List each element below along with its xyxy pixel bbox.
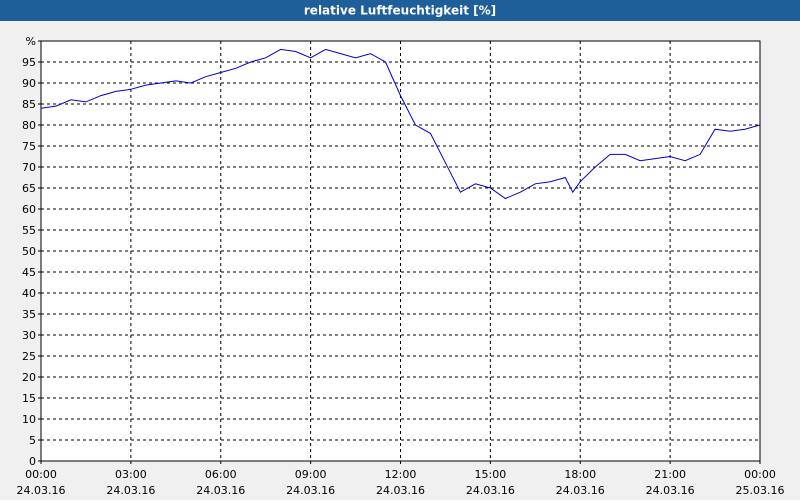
y-tick-label: 60 <box>22 203 36 216</box>
x-tick-date: 24.03.16 <box>376 484 425 497</box>
x-tick-date: 25.03.16 <box>736 484 785 497</box>
y-tick-label: 55 <box>22 224 36 237</box>
y-tick-label: % <box>26 35 36 48</box>
x-tick-label: 21:00 <box>654 468 686 481</box>
y-tick-label: 25 <box>22 350 36 363</box>
chart-title: relative Luftfeuchtigkeit [%] <box>304 4 496 18</box>
y-tick-label: 45 <box>22 266 36 279</box>
x-tick-date: 24.03.16 <box>556 484 605 497</box>
x-tick-date: 24.03.16 <box>196 484 245 497</box>
x-tick-date: 24.03.16 <box>466 484 515 497</box>
x-tick-label: 09:00 <box>295 468 327 481</box>
y-tick-label: 15 <box>22 392 36 405</box>
x-tick-date: 24.03.16 <box>106 484 155 497</box>
x-tick-date: 24.03.16 <box>17 484 66 497</box>
y-tick-label: 70 <box>22 161 36 174</box>
y-tick-label: 75 <box>22 140 36 153</box>
y-tick-label: 40 <box>22 287 36 300</box>
x-tick-label: 03:00 <box>115 468 147 481</box>
y-tick-label: 10 <box>22 413 36 426</box>
x-tick-label: 15:00 <box>475 468 507 481</box>
y-tick-label: 65 <box>22 182 36 195</box>
y-tick-label: 5 <box>29 434 36 447</box>
y-tick-label: 95 <box>22 56 36 69</box>
y-tick-label: 20 <box>22 371 36 384</box>
y-tick-label: 35 <box>22 308 36 321</box>
title-bar <box>0 0 800 21</box>
x-tick-label: 12:00 <box>385 468 417 481</box>
y-tick-label: 30 <box>22 329 36 342</box>
y-tick-label: 50 <box>22 245 36 258</box>
x-tick-label: 18:00 <box>564 468 596 481</box>
x-tick-label: 00:00 <box>744 468 776 481</box>
y-tick-label: 85 <box>22 98 36 111</box>
x-tick-date: 24.03.16 <box>646 484 695 497</box>
y-tick-label: 0 <box>29 455 36 468</box>
x-tick-label: 00:00 <box>25 468 57 481</box>
x-tick-label: 06:00 <box>205 468 237 481</box>
y-tick-label: 80 <box>22 119 36 132</box>
y-tick-label: 90 <box>22 77 36 90</box>
x-tick-date: 24.03.16 <box>286 484 335 497</box>
line <box>40 48 761 200</box>
